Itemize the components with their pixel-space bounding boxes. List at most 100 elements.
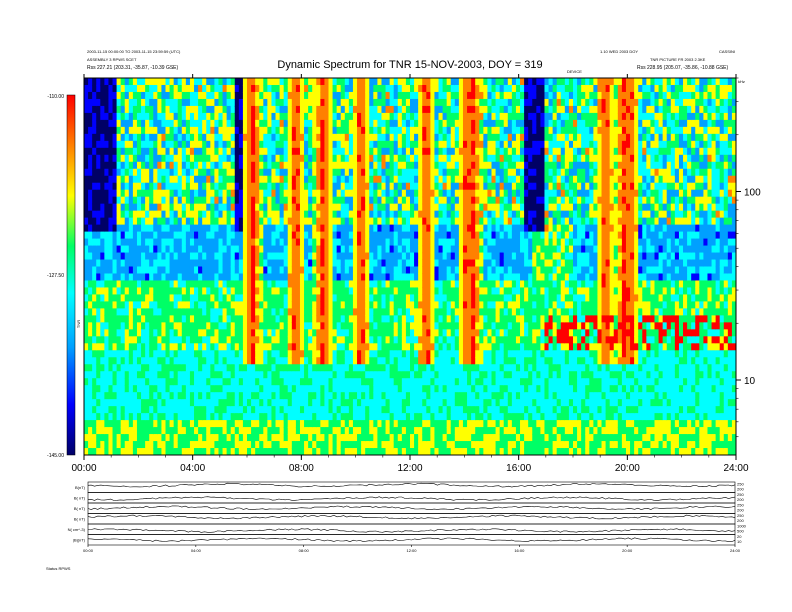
spectrum-cell	[238, 434, 244, 442]
spectrum-cell	[112, 294, 118, 303]
spectrum-cell	[263, 78, 268, 86]
spectrum-cell	[373, 336, 378, 344]
spectrum-cell	[173, 385, 179, 393]
spectrum-cell	[267, 301, 273, 309]
spectrum-column	[210, 78, 215, 455]
spectrum-cell	[324, 343, 330, 351]
spectrum-cell	[381, 91, 387, 100]
spectrum-cell	[116, 420, 122, 428]
spectrum-cell	[145, 427, 150, 435]
spectrum-cell	[352, 287, 358, 296]
spectrum-cell	[414, 238, 419, 247]
spectrum-cell	[377, 259, 383, 268]
spectrum-column	[185, 78, 191, 455]
spectrum-cell	[112, 105, 118, 114]
spectrum-cell	[312, 273, 317, 282]
spectrum-cell	[116, 98, 122, 107]
spectrum-cell	[369, 434, 374, 442]
spectrum-cell	[242, 245, 248, 254]
spectrum-cell	[279, 385, 285, 393]
spectrum-cell	[108, 189, 114, 198]
spectrum-cell	[141, 434, 146, 442]
spectrum-cell	[120, 392, 126, 400]
spectrum-cell	[434, 161, 440, 170]
spectrum-cell	[312, 378, 317, 386]
spectrum-cell	[446, 406, 452, 414]
spectrum-cell	[161, 147, 167, 156]
spectrum-cell	[145, 406, 150, 414]
spectrum-cell	[271, 119, 277, 128]
spectrum-cell	[96, 217, 101, 226]
spectrum-cell	[141, 112, 146, 121]
spectrum-cell	[165, 91, 171, 100]
spectrum-cell	[442, 238, 448, 247]
spectrum-cell	[299, 315, 305, 323]
spectrum-cell	[153, 322, 158, 330]
spectrum-cell	[291, 175, 297, 184]
spectrum-cell	[438, 308, 444, 316]
spectrum-cell	[397, 336, 403, 344]
spectrum-cell	[210, 399, 215, 407]
spectrum-cell	[438, 98, 444, 107]
spectrum-cell	[357, 315, 362, 323]
spectrum-cell	[324, 119, 330, 128]
spectrum-cell	[422, 392, 427, 400]
spectrum-cell	[328, 364, 334, 372]
spectrum-cell	[438, 133, 444, 142]
spectrum-cell	[267, 287, 273, 296]
spectrum-cell	[316, 105, 321, 114]
spectrum-column	[316, 78, 321, 455]
spectrum-cell	[369, 301, 374, 309]
spectrum-cell	[251, 98, 256, 107]
spectrum-cell	[234, 224, 240, 233]
spectrum-cell	[100, 413, 105, 421]
spectrum-cell	[405, 126, 411, 135]
spectrum-cell	[357, 266, 362, 275]
spectrum-cell	[108, 203, 114, 212]
spectrum-cell	[161, 273, 167, 282]
spectrum-cell	[434, 448, 440, 455]
spectrum-cell	[344, 245, 350, 254]
spectrum-cell	[206, 147, 211, 156]
spectrum-cell	[189, 343, 195, 351]
spectrum-cell	[161, 259, 167, 268]
spectrum-cell	[145, 161, 150, 170]
spectrum-cell	[84, 357, 89, 365]
spectrum-cell	[120, 399, 126, 407]
spectrum-column	[352, 78, 358, 455]
spectrum-cell	[405, 259, 411, 268]
spectrum-cell	[173, 91, 179, 100]
spectrum-cell	[145, 140, 150, 149]
spectrum-cell	[161, 406, 167, 414]
spectrum-cell	[198, 399, 203, 407]
spectrum-cell	[434, 308, 440, 316]
spectrum-cell	[116, 140, 122, 149]
spectrum-cell	[181, 413, 187, 421]
spectrum-cell	[369, 175, 374, 184]
spectrum-cell	[430, 301, 436, 309]
spectrum-cell	[377, 434, 383, 442]
spectrum-cell	[234, 259, 240, 268]
spectrum-cell	[242, 217, 248, 226]
spectrum-cell	[194, 196, 199, 205]
spectrum-cell	[214, 119, 220, 128]
spectrum-cell	[328, 336, 334, 344]
spectrum-cell	[198, 336, 203, 344]
spectrum-cell	[283, 238, 289, 247]
spectrum-cell	[336, 224, 342, 233]
spectrum-cell	[426, 112, 431, 121]
spectrum-cell	[430, 357, 436, 365]
spectrum-cell	[324, 329, 330, 337]
spectrum-cell	[165, 231, 171, 240]
spectrum-cell	[128, 329, 134, 337]
spectrum-cell	[259, 385, 264, 393]
spectrum-cell	[365, 378, 370, 386]
spectrum-cell	[104, 252, 110, 261]
spectrum-cell	[169, 182, 175, 191]
spectrum-cell	[88, 203, 93, 212]
spectrum-cell	[198, 413, 203, 421]
spectrum-cell	[247, 273, 252, 282]
spectrum-cell	[165, 385, 171, 393]
spectrum-cell	[149, 301, 154, 309]
spectrum-cell	[234, 112, 240, 121]
